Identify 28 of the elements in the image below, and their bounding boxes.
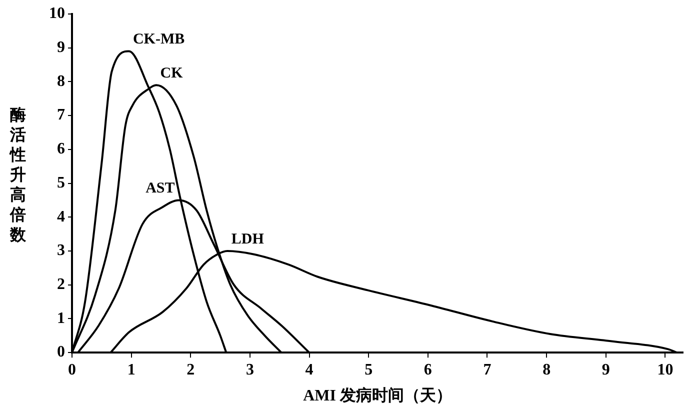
y-tick-label: 5 — [57, 174, 65, 192]
y-tick-label: 9 — [57, 39, 65, 56]
y-tick-label: 6 — [57, 140, 65, 158]
x-tick-label: 5 — [364, 361, 373, 378]
series-label: LDH — [231, 231, 264, 248]
x-tick-label: 6 — [424, 361, 432, 378]
x-tick-label: 8 — [542, 361, 551, 378]
y-tick-label: 3 — [57, 242, 65, 260]
y-axis-title: 酶活性升高倍数 — [9, 105, 27, 245]
y-tick-label: 4 — [57, 208, 65, 226]
x-tick-label: 1 — [127, 361, 136, 378]
y-tick-label: 10 — [49, 5, 65, 22]
x-tick-label: 10 — [657, 361, 674, 378]
x-tick-label: 4 — [305, 361, 314, 378]
x-tick-label: 0 — [68, 361, 76, 378]
x-tick-label: 2 — [186, 361, 195, 378]
y-tick-label: 0 — [57, 344, 65, 361]
x-tick-label: 9 — [602, 361, 610, 378]
y-tick-label: 1 — [57, 310, 65, 327]
x-axis-title: AMI 发病时间（天） — [303, 386, 452, 405]
y-tick-label: 7 — [57, 106, 65, 124]
series-label: CK-MB — [132, 32, 185, 48]
x-tick-label: 7 — [483, 361, 492, 378]
series-label: CK — [160, 65, 184, 82]
y-tick-label: 8 — [57, 72, 65, 90]
x-tick-label: 3 — [246, 361, 254, 378]
series-label: AST — [146, 180, 175, 197]
y-tick-label: 2 — [57, 276, 65, 294]
